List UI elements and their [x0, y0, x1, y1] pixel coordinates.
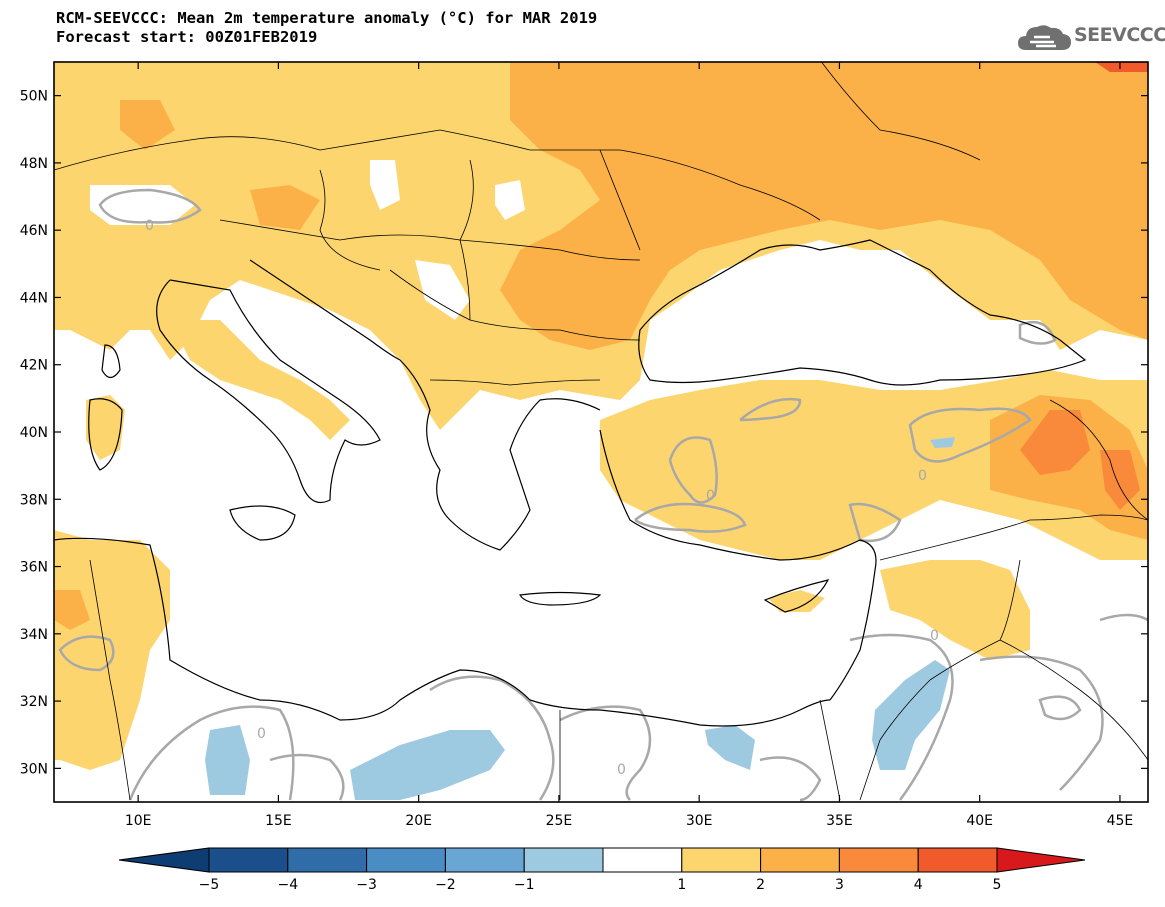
- lon-label: 25E: [546, 813, 573, 829]
- map-title: RCM-SEEVCCC: Mean 2m temperature anomaly…: [56, 9, 597, 47]
- lat-label: 38N: [20, 492, 48, 508]
- contour-label: 0: [930, 628, 939, 644]
- lon-label: 15E: [265, 813, 292, 829]
- colorbar-segment: [760, 847, 840, 873]
- colorbar-label: −2: [435, 877, 456, 893]
- colorbar: −5 −4 −3 −2 −1 1 2 3 4 5: [118, 847, 1086, 893]
- contour-labels: 0 0 0 0 0 0: [145, 218, 939, 778]
- colorbar-extend-high: [996, 847, 1086, 873]
- colorbar-segment: [444, 847, 525, 873]
- colorbar-segment: [602, 847, 683, 873]
- coastlines: [54, 239, 1087, 727]
- colorbar-segment: [287, 847, 368, 873]
- anomaly-3-4-caucasus: [1020, 410, 1090, 475]
- lat-label: 32N: [20, 694, 48, 710]
- lat-label: 48N: [20, 156, 48, 172]
- positive-anomaly-region-levant: [880, 560, 1030, 660]
- lat-label: 36N: [20, 560, 48, 576]
- colorbar-label: 2: [756, 877, 765, 893]
- positive-anomaly-region-sardinia: [86, 395, 125, 460]
- cloud-icon: [1018, 25, 1071, 50]
- colorbar-label: 4: [914, 877, 923, 893]
- colorbar-segment: [838, 847, 919, 873]
- lon-label: 35E: [826, 813, 853, 829]
- white-hole-romania: [495, 180, 525, 220]
- lat-label: 30N: [20, 761, 48, 777]
- colorbar-segment: [681, 847, 762, 873]
- colorbar-segment: [523, 847, 604, 873]
- lat-label: 42N: [20, 358, 48, 374]
- contour-label: 0: [617, 762, 626, 778]
- colorbar-label: 1: [677, 877, 686, 893]
- contour-label: 0: [706, 488, 715, 504]
- negative-anomaly-jordan: [872, 660, 950, 770]
- positive-anomaly-region-cyprus: [768, 590, 825, 612]
- lon-label: 40E: [966, 813, 993, 829]
- colorbar-segment: [208, 847, 289, 873]
- colorbar-label: 3: [835, 877, 844, 893]
- lat-label: 44N: [20, 290, 48, 306]
- lon-label: 20E: [405, 813, 432, 829]
- anomaly-3-4-east: [1100, 450, 1140, 510]
- white-hole-slovakia: [370, 160, 400, 210]
- zero-contours: [58, 188, 1148, 802]
- lat-label: 46N: [20, 223, 48, 239]
- negative-anomaly-egypt: [705, 725, 755, 770]
- contour-label: 0: [918, 468, 927, 484]
- colorbar-segment: [917, 847, 998, 873]
- colorbar-label: −4: [277, 877, 298, 893]
- anomaly-4-5-russia-corner: [1095, 62, 1148, 72]
- negative-anomaly-libya-west: [205, 725, 250, 795]
- lon-label: 10E: [125, 813, 152, 829]
- colorbar-label: −5: [199, 877, 220, 893]
- anomaly-2-3-ukraine: [500, 62, 1148, 350]
- title-line-2: Forecast start: 00Z01FEB2019: [56, 28, 318, 46]
- axis-ticks: [54, 62, 1148, 802]
- colorbar-extend-low: [118, 847, 210, 873]
- longitude-labels: 10E 15E 20E 25E 30E 35E 40E 45E: [125, 813, 1133, 829]
- lon-label: 45E: [1107, 813, 1134, 829]
- colorbar-label: 5: [993, 877, 1002, 893]
- contour-label: 0: [257, 726, 266, 742]
- lat-label: 34N: [20, 627, 48, 643]
- lat-label: 50N: [20, 89, 48, 105]
- contour-label: 0: [145, 218, 154, 234]
- latitude-labels: 50N 48N 46N 44N 42N 40N 38N 36N 34N 32N 30N: [20, 89, 48, 778]
- colorbar-segment: [366, 847, 446, 873]
- colorbar-label: −1: [514, 877, 535, 893]
- lon-label: 30E: [686, 813, 713, 829]
- logo-text: SEEVCCC: [1074, 24, 1165, 46]
- anomaly-2-3-germany: [120, 100, 175, 150]
- anomaly-2-3-tunisia: [54, 590, 90, 630]
- anomaly-field: 0 0 0 0 0 0: [54, 62, 1148, 802]
- negative-anomaly-anatolia: [930, 437, 955, 448]
- positive-anomaly-region-italy: [170, 320, 350, 440]
- title-line-1: RCM-SEEVCCC: Mean 2m temperature anomaly…: [56, 9, 598, 27]
- white-hole-serbia: [415, 260, 470, 320]
- negative-anomaly-libya-east: [350, 730, 505, 800]
- anomaly-2-3-alps: [250, 185, 320, 230]
- country-borders: [54, 62, 1148, 801]
- lat-label: 40N: [20, 425, 48, 441]
- seevccc-logo: SEEVCCC: [1016, 20, 1165, 60]
- colorbar-label: −3: [356, 877, 377, 893]
